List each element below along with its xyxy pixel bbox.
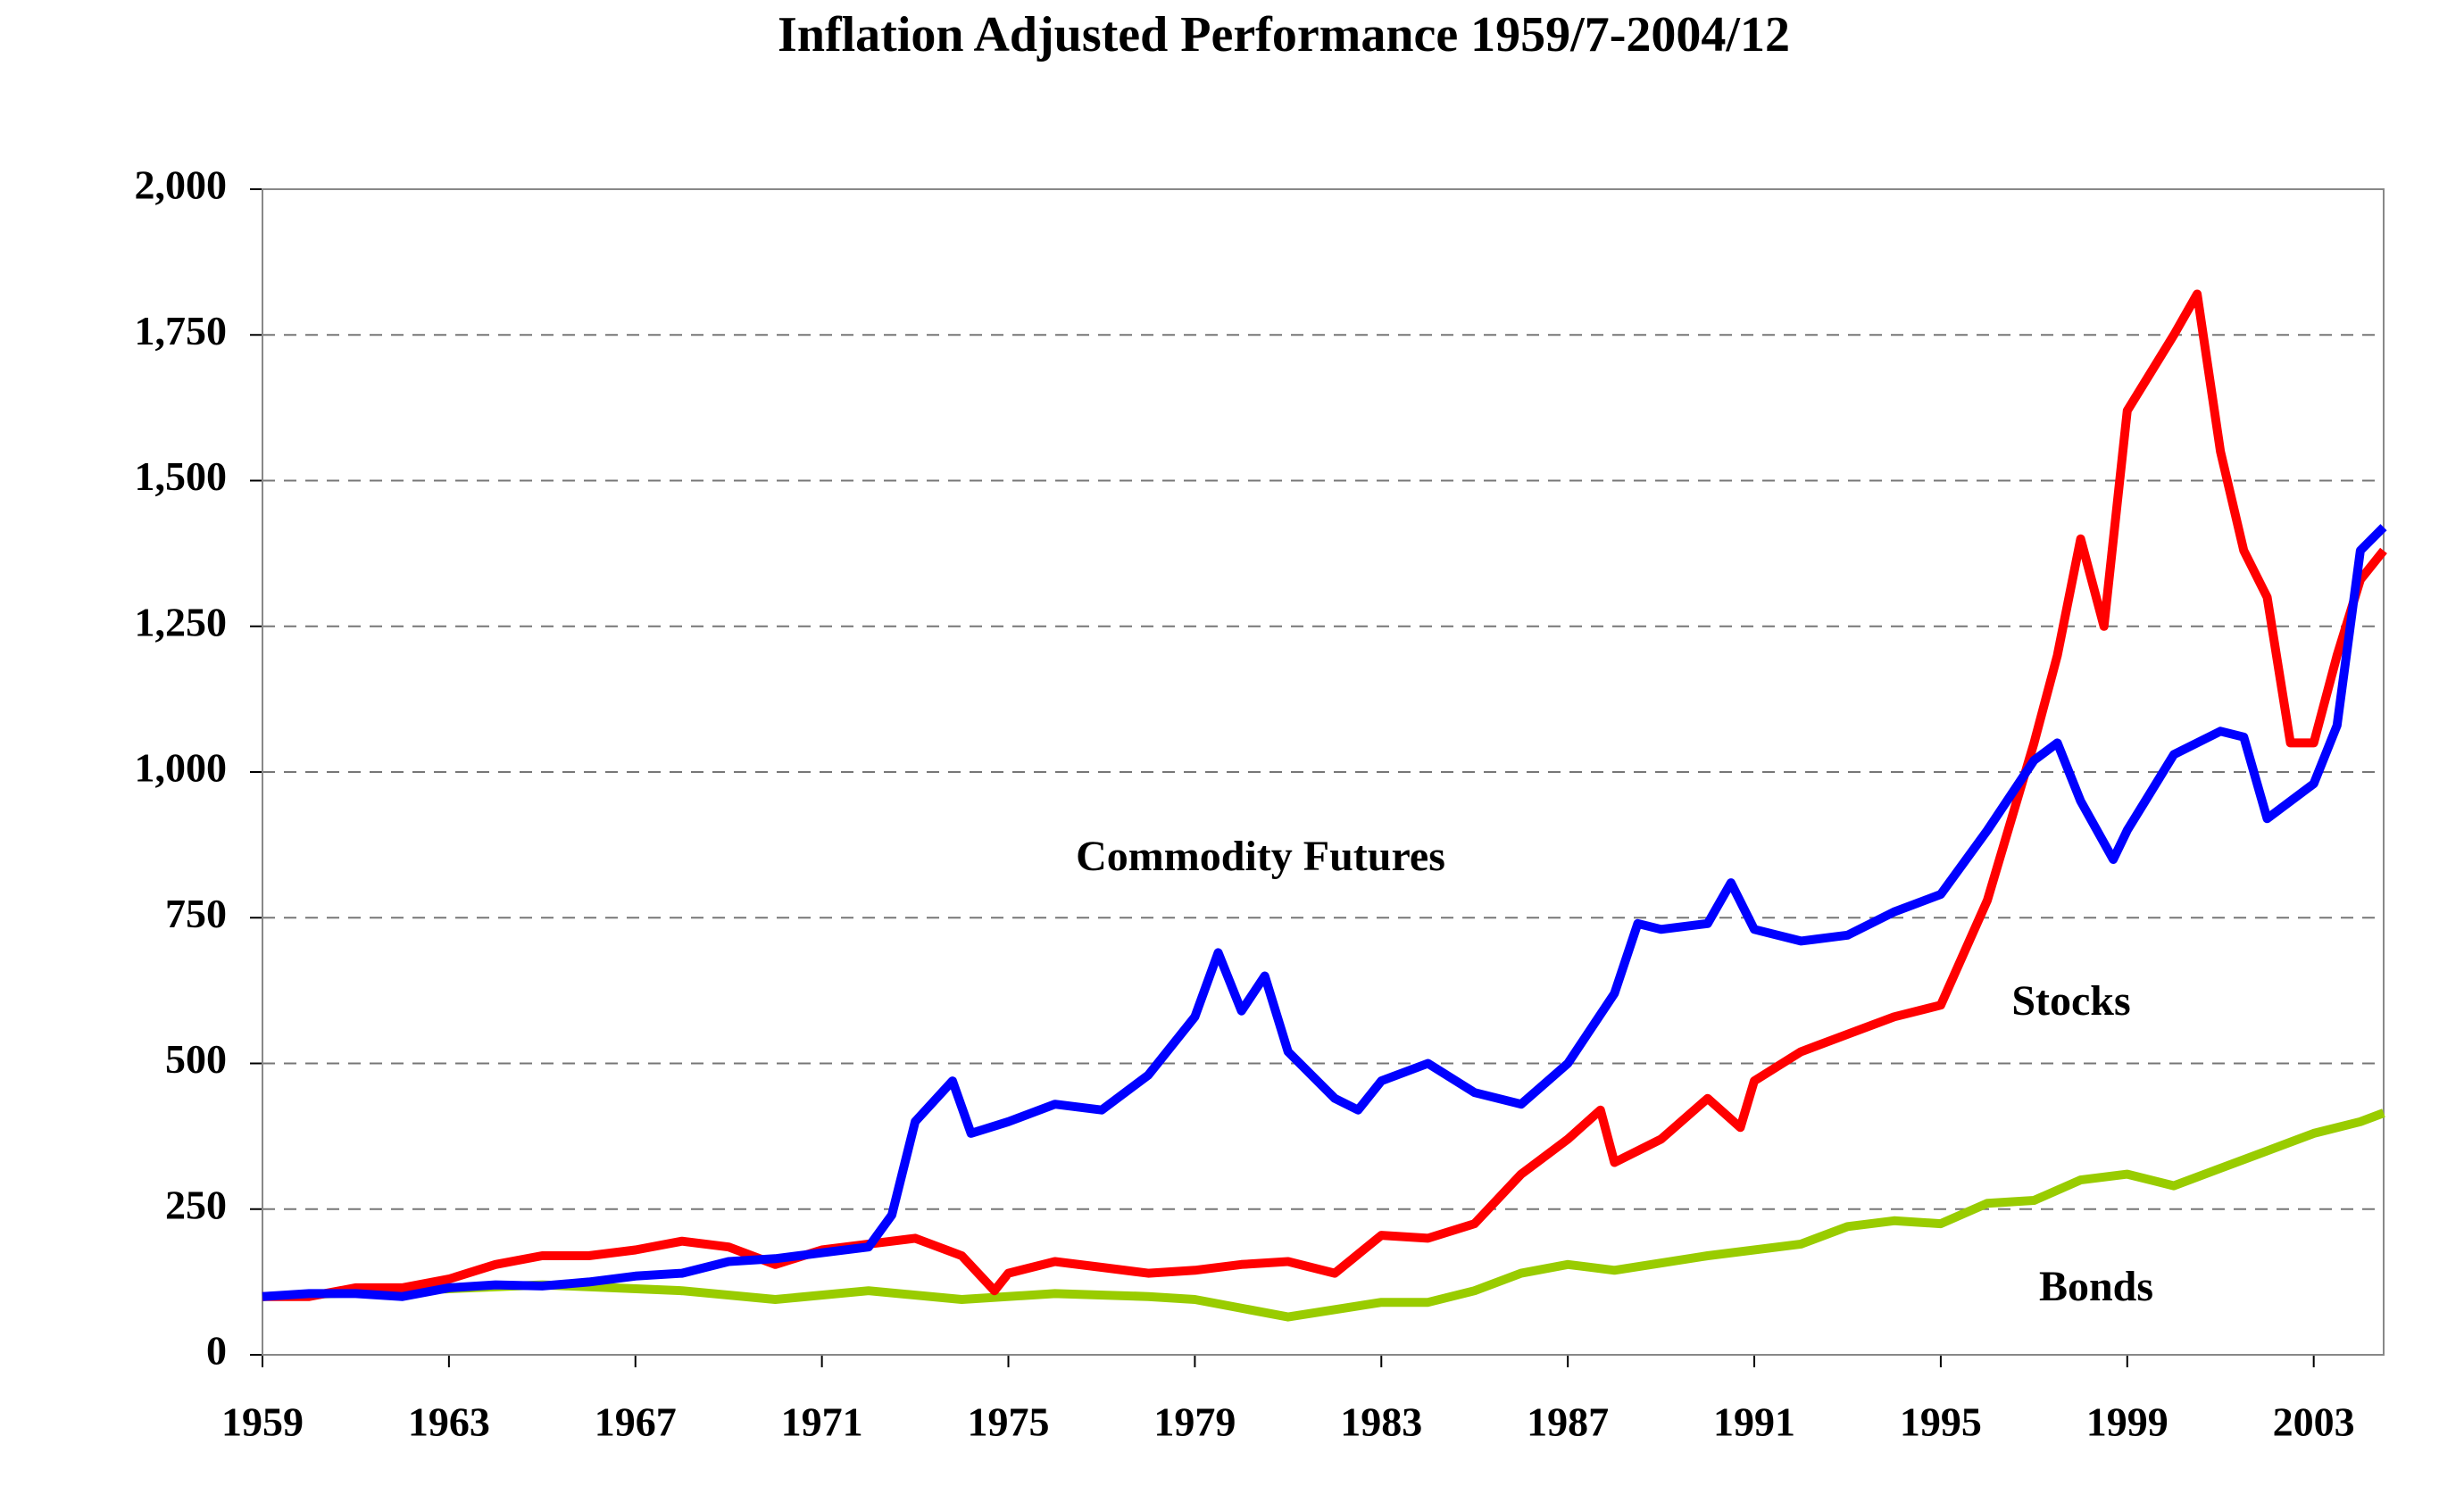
x-tick-label: 1991 [1713,1399,1795,1445]
x-tick-label: 1971 [781,1399,863,1445]
annotation: Commodity Futures [1076,833,1445,880]
line [262,289,2387,1301]
y-tick-label: 0 [206,1328,227,1374]
chart-title: Inflation Adjusted Performance 1959/7-20… [778,7,1790,62]
x-tick-label: 1975 [968,1399,1050,1445]
line [262,1108,2385,1322]
y-tick-label: 2,000 [135,162,228,208]
x-tick-label: 1983 [1340,1399,1422,1445]
x-tick-label: 1995 [1900,1399,1982,1445]
y-tick-label: 1,750 [135,308,228,353]
y-tick-label: 250 [165,1182,227,1227]
x-tick-label: 1999 [2086,1399,2168,1445]
y-tick-label: 1,250 [135,599,228,644]
x-tick-label: 1967 [595,1399,677,1445]
x-tick-label: 1963 [408,1399,490,1445]
annotation: Bonds [2039,1263,2153,1310]
line [262,524,2387,1301]
x-tick-label: 1959 [221,1399,304,1445]
y-tick-label: 500 [165,1036,227,1082]
annotation: Stocks [2011,977,2130,1025]
x-tick-label: 2003 [2273,1399,2355,1445]
y-tick-label: 1,500 [135,453,228,499]
x-tick-label: 1987 [1527,1399,1609,1445]
x-tick-label: 1979 [1153,1399,1236,1445]
plot-frame [262,188,2385,1356]
y-tick-label: 750 [165,891,227,936]
y-tick-label: 1,000 [135,745,228,791]
